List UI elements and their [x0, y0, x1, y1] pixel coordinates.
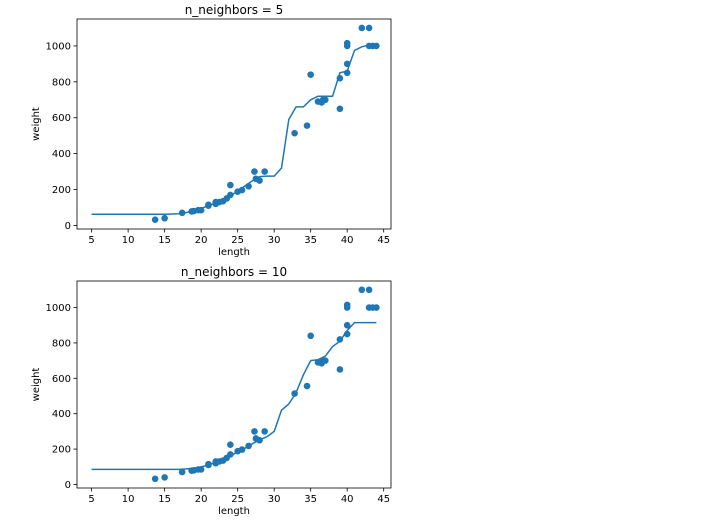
y-tick-label: 200	[52, 185, 71, 196]
data-point	[303, 122, 311, 129]
y-tick-label: 400	[52, 149, 71, 160]
data-point	[321, 357, 329, 364]
y-tick-label: 1000	[46, 41, 71, 52]
y-axis-label: weight	[31, 107, 42, 141]
x-tick-label: 25	[231, 235, 244, 246]
data-point	[261, 428, 268, 435]
data-point	[307, 71, 314, 78]
x-tick-label: 45	[377, 235, 390, 246]
x-tick-label: 45	[377, 494, 390, 505]
x-tick-label: 35	[304, 235, 317, 246]
prediction-line	[91, 44, 377, 216]
chart-panel-top: n_neighbors = 5 length weight 5 10 15 20 25 3…	[31, 3, 392, 258]
data-point	[161, 474, 168, 481]
data-point	[251, 168, 258, 175]
plot-frame	[76, 18, 392, 230]
x-tick-label: 20	[195, 494, 208, 505]
data-point	[343, 42, 351, 50]
data-point	[336, 105, 344, 113]
data-point	[343, 304, 351, 311]
plot-frame	[76, 280, 392, 489]
x-tick-label: 35	[304, 494, 317, 505]
x-tick-label: 15	[158, 494, 171, 505]
data-point	[291, 129, 298, 137]
data-point	[358, 286, 366, 294]
x-tick-label: 20	[195, 235, 208, 246]
x-tick-label: 10	[122, 494, 135, 505]
y-tick-label: 0	[65, 221, 71, 232]
y-axis-label: weight	[31, 368, 42, 402]
data-point	[151, 475, 159, 483]
x-tick-label: 5	[88, 494, 94, 505]
data-point	[336, 366, 344, 373]
data-point	[343, 321, 351, 329]
data-point	[151, 216, 159, 223]
y-tick-label: 400	[52, 409, 71, 420]
y-tick-label: 600	[52, 113, 71, 124]
data-point	[161, 214, 168, 222]
x-axis-label: length	[218, 506, 250, 517]
data-point	[256, 177, 263, 184]
data-point	[365, 286, 373, 294]
chart-panel-bottom: n_neighbors = 10 length weight 5 10 15 20 25…	[31, 265, 392, 517]
data-point	[227, 441, 234, 448]
y-tick-label: 800	[52, 77, 71, 88]
x-tick-label: 40	[341, 235, 354, 246]
x-tick-label: 10	[122, 235, 135, 246]
x-tick-label: 25	[231, 494, 244, 505]
x-tick-label: 15	[158, 235, 171, 246]
y-tick-label: 0	[65, 480, 71, 491]
data-point	[358, 24, 366, 32]
y-tick-label: 1000	[46, 303, 71, 314]
data-point	[321, 96, 329, 104]
chart-title: n_neighbors = 10	[181, 265, 287, 279]
data-point	[365, 24, 373, 32]
x-tick-label: 5	[88, 235, 94, 246]
y-tick-label: 800	[52, 338, 71, 349]
data-point	[178, 468, 186, 476]
data-point	[303, 382, 311, 390]
data-point	[251, 428, 258, 435]
prediction-line	[91, 321, 377, 471]
x-tick-label: 30	[268, 494, 281, 505]
data-point	[227, 181, 234, 189]
x-axis-label: length	[218, 247, 250, 258]
data-point	[373, 304, 380, 311]
y-tick-label: 200	[52, 445, 71, 456]
x-tick-label: 40	[341, 494, 354, 505]
data-point	[261, 168, 268, 175]
data-point	[307, 332, 314, 340]
y-tick-label: 600	[52, 374, 71, 385]
x-tick-label: 30	[268, 235, 281, 246]
data-point	[373, 42, 380, 50]
chart-title: n_neighbors = 5	[185, 3, 284, 17]
